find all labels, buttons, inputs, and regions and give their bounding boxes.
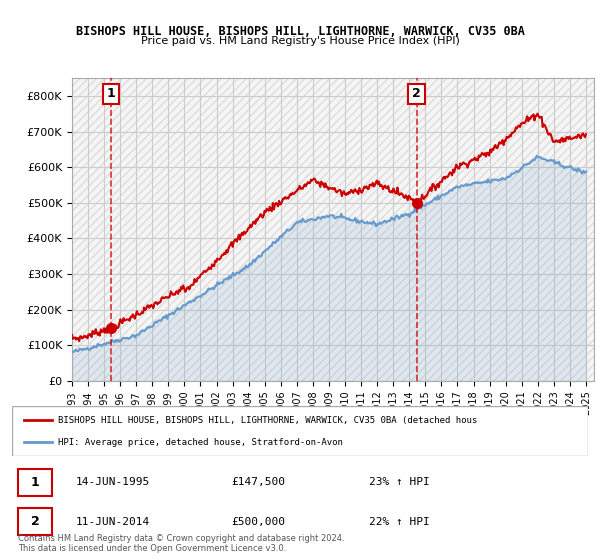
Text: 2: 2 [31,515,40,528]
Text: BISHOPS HILL HOUSE, BISHOPS HILL, LIGHTHORNE, WARWICK, CV35 0BA: BISHOPS HILL HOUSE, BISHOPS HILL, LIGHTH… [76,25,524,38]
Text: 1: 1 [107,87,116,100]
Text: £147,500: £147,500 [231,478,285,487]
FancyBboxPatch shape [12,406,588,456]
Text: Price paid vs. HM Land Registry's House Price Index (HPI): Price paid vs. HM Land Registry's House … [140,36,460,46]
Text: 23% ↑ HPI: 23% ↑ HPI [369,478,430,487]
Text: 14-JUN-1995: 14-JUN-1995 [76,478,149,487]
Text: Contains HM Land Registry data © Crown copyright and database right 2024.
This d: Contains HM Land Registry data © Crown c… [18,534,344,553]
Text: 11-JUN-2014: 11-JUN-2014 [76,517,149,526]
Text: £500,000: £500,000 [231,517,285,526]
Text: HPI: Average price, detached house, Stratford-on-Avon: HPI: Average price, detached house, Stra… [58,438,343,447]
Text: 22% ↑ HPI: 22% ↑ HPI [369,517,430,526]
Text: BISHOPS HILL HOUSE, BISHOPS HILL, LIGHTHORNE, WARWICK, CV35 0BA (detached hous: BISHOPS HILL HOUSE, BISHOPS HILL, LIGHTH… [58,416,478,424]
Text: 1: 1 [31,476,40,489]
Text: 2: 2 [412,87,421,100]
FancyBboxPatch shape [18,508,52,535]
FancyBboxPatch shape [18,469,52,496]
